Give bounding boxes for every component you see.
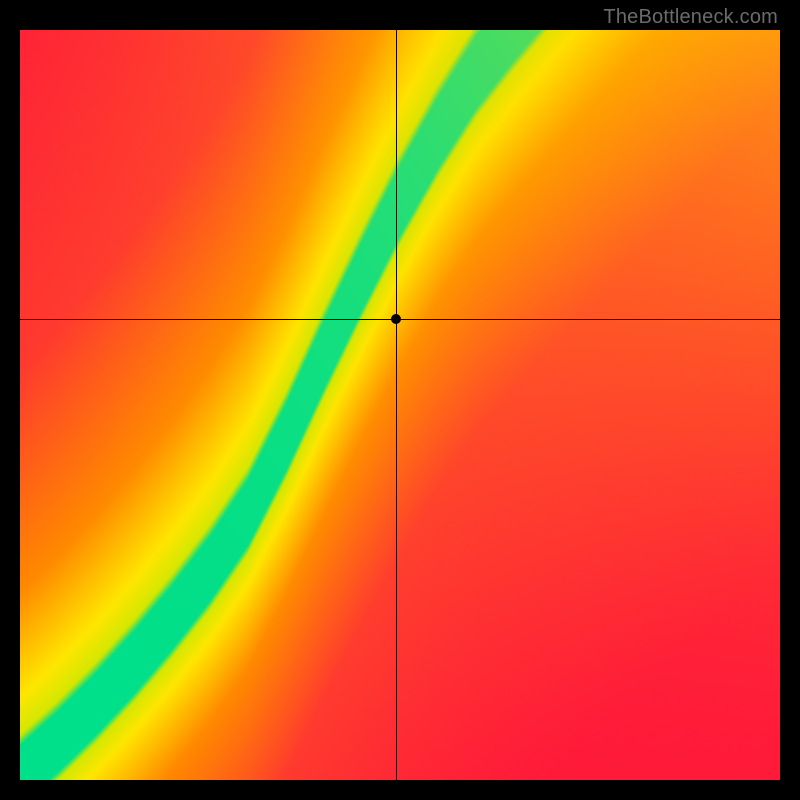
selection-marker [391, 314, 401, 324]
heatmap-canvas [20, 30, 780, 780]
watermark: TheBottleneck.com [603, 6, 778, 29]
crosshair-vertical [396, 30, 397, 780]
bottleneck-heatmap [20, 30, 780, 780]
